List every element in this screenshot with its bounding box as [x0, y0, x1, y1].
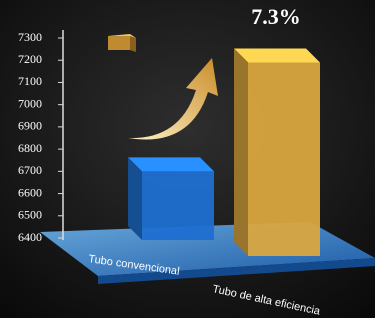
y-tick-label: 6400: [18, 230, 42, 244]
y-tick-label: 6700: [18, 163, 42, 177]
cube-icon: [108, 34, 136, 52]
y-tick-label: 7200: [18, 52, 42, 66]
bar: [142, 171, 214, 240]
annotation: 7.3%: [251, 4, 301, 29]
y-tick-label: 6800: [18, 141, 42, 155]
y-tick-label: 7000: [18, 96, 42, 110]
y-tick-label: 6600: [18, 185, 42, 199]
chart: 7.3% 6400 6500 6600 6700 6800 6900 7000 7100 720…: [0, 0, 375, 318]
y-tick-label: 7300: [18, 30, 42, 44]
bar-top: [234, 48, 320, 62]
y-tick-label: 6900: [18, 119, 42, 133]
bar: [248, 62, 320, 256]
y-tick-label: 6500: [18, 208, 42, 222]
bar-side: [128, 157, 142, 240]
bar-side: [234, 48, 248, 256]
y-tick-label: 7100: [18, 74, 42, 88]
bar-top: [128, 157, 214, 171]
